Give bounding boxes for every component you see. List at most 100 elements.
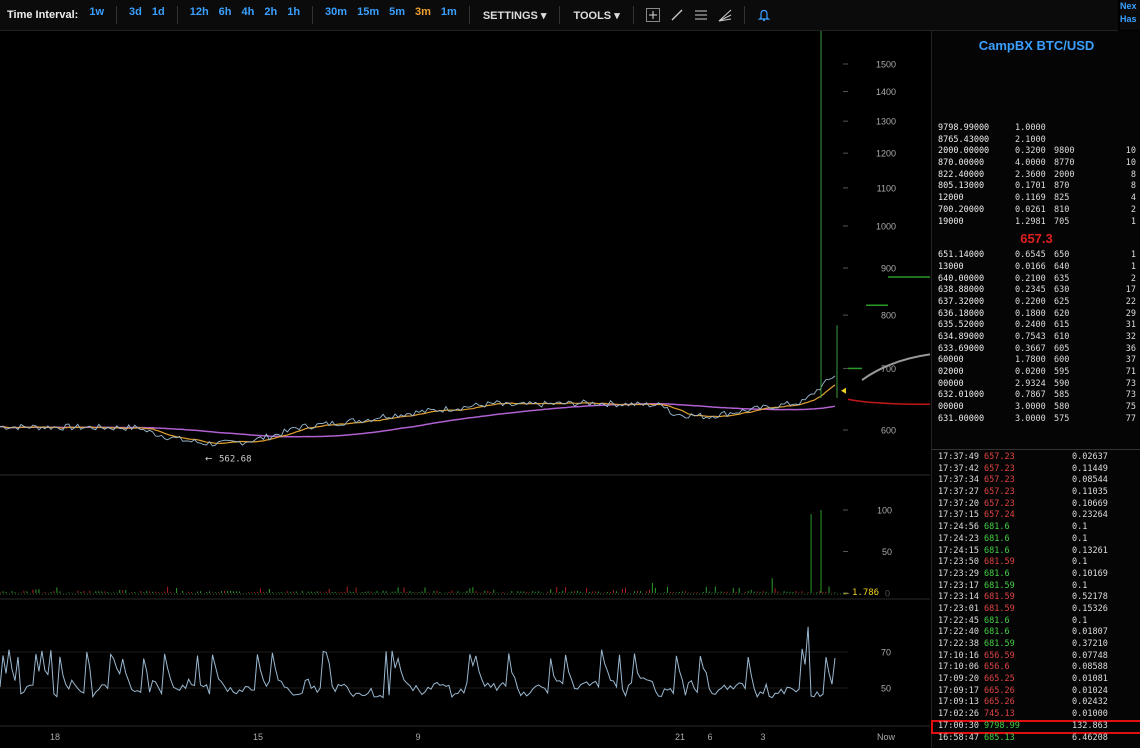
time-axis-label: 15 (253, 732, 263, 742)
settings-menu[interactable]: SETTINGS ▾ (483, 9, 547, 22)
trade-amount: 0.11449 (1072, 463, 1108, 474)
interval-4h[interactable]: 4h (241, 6, 255, 18)
price-tick-label: 800 (881, 311, 896, 321)
horizontal-lines-icon[interactable] (693, 7, 709, 23)
bids-row: 651.14000 0.6545 650 1 (932, 250, 1140, 262)
bids-cell: 77 (1125, 413, 1136, 424)
interval-1h[interactable]: 1h (287, 6, 301, 18)
fan-icon[interactable] (717, 7, 733, 23)
bids-cell: 631.00000 (938, 413, 985, 424)
interval-1m[interactable]: 1m (440, 6, 457, 18)
bids-row: 634.89000 0.7543 610 32 (932, 332, 1140, 344)
interval-1d[interactable]: 1d (151, 6, 165, 18)
trade-amount: 0.02637 (1072, 452, 1108, 462)
asks-cell: 10 (1125, 146, 1136, 157)
asks-cell: 822.40000 (938, 169, 985, 180)
asks-cell: 12000 (938, 193, 964, 204)
asks-row: 2000.00000 0.3200 9800 10 (932, 146, 1140, 158)
bids-cell: 638.88000 (938, 285, 985, 296)
trade-row: 17:37:15 657.24 0.23264 (932, 510, 1140, 522)
interval-6h[interactable]: 6h (218, 6, 232, 18)
trade-time: 17:23:29 (938, 568, 979, 579)
asks-cell: 700.20000 (938, 204, 985, 215)
asks-cell: 2.1000 (1015, 134, 1046, 145)
interval-3m[interactable]: 3m (415, 6, 431, 18)
trade-time: 16:58:47 (938, 732, 979, 743)
trade-time: 17:23:17 (938, 580, 979, 591)
interval-3d[interactable]: 3d (129, 6, 142, 18)
asks-cell: 0.3200 (1015, 146, 1046, 157)
interval-1w[interactable]: 1w (89, 6, 105, 18)
price-tick-label: 1300 (876, 117, 896, 127)
bids-cell: 0.1800 (1015, 308, 1046, 319)
bids-cell: 13000 (938, 261, 964, 272)
volume-annotation: 1.786 (852, 588, 879, 598)
toolbar-divider (743, 6, 745, 24)
bids-cell: 73 (1125, 390, 1136, 401)
bids-cell: 37 (1125, 355, 1136, 366)
trade-time: 17:10:16 (938, 650, 979, 661)
trade-price: 681.6 (984, 627, 1010, 638)
bids-cell: 71 (1125, 367, 1136, 378)
asks-cell: 0.1169 (1015, 193, 1046, 204)
bell-icon[interactable] (756, 7, 772, 23)
bids-cell: 0.2100 (1015, 273, 1046, 284)
asks-cell: 10 (1125, 158, 1136, 169)
bids-row: 640.00000 0.2100 635 2 (932, 274, 1140, 286)
asks-cell: 8 (1130, 169, 1136, 180)
volume-tick-label: 100 (877, 506, 892, 516)
bids-cell: 0.3667 (1015, 343, 1046, 354)
interval-5m[interactable]: 5m (389, 6, 406, 18)
trade-row: 17:09:13 665.26 0.02432 (932, 697, 1140, 709)
trade-row: 17:37:34 657.23 0.08544 (932, 475, 1140, 487)
bids-cell: 2.9324 (1015, 378, 1046, 389)
price-chart[interactable]: 1500140013001200110010009008007006001005… (0, 31, 930, 748)
toolbar-divider (468, 6, 470, 24)
asks-cell: 4 (1130, 193, 1136, 204)
crosshair-icon[interactable] (645, 7, 661, 23)
interval-2h[interactable]: 2h (264, 6, 278, 18)
line-icon[interactable] (669, 7, 685, 23)
trade-time: 17:24:23 (938, 533, 979, 544)
bid-book: 651.14000 0.6545 650 1 13000 0.0166 640 1 640.00… (932, 250, 1140, 425)
time-interval-label: Time Interval: (7, 9, 79, 21)
bids-cell: 600 (1054, 355, 1070, 366)
asks-cell: 19000 (938, 216, 964, 227)
bids-cell: 625 (1054, 296, 1070, 307)
bids-cell: 0.7867 (1015, 390, 1046, 401)
trade-history: 17:37:49 657.23 0.02637 17:37:42 657.23 0.114… (931, 449, 1140, 744)
bids-cell: 3.0000 (1015, 402, 1046, 413)
trade-row: 17:23:29 681.6 0.10169 (932, 569, 1140, 581)
trade-row: 17:09:20 665.25 0.01081 (932, 674, 1140, 686)
trade-time: 17:00:30 (938, 720, 979, 731)
bids-row: 635.52000 0.2400 615 31 (932, 320, 1140, 332)
market-title: CampBX BTC/USD (978, 38, 1095, 53)
time-axis-label: 6 (707, 732, 712, 742)
trade-price: 681.59 (984, 639, 1015, 649)
interval-30m[interactable]: 30m (325, 6, 348, 18)
last-price-marker (841, 387, 846, 394)
corner-menu[interactable]: Nex Has (1120, 0, 1140, 30)
trade-amount: 132.863 (1072, 720, 1108, 731)
trade-price: 657.23 (984, 498, 1015, 509)
bids-row: 637.32000 0.2200 625 22 (932, 297, 1140, 309)
bids-cell: 02000 (938, 367, 964, 378)
bids-row: 13000 0.0166 640 1 (932, 262, 1140, 274)
bids-row: 02000 0.0200 595 71 (932, 367, 1140, 379)
interval-12h[interactable]: 12h (189, 6, 209, 18)
corner-text-1: Nex (1120, 1, 1137, 11)
asks-cell: 9800 (1054, 146, 1075, 157)
asks-cell: 810 (1054, 204, 1070, 215)
trade-row: 17:10:16 656.59 0.07748 (932, 651, 1140, 663)
trade-time: 17:24:56 (938, 522, 979, 533)
trade-row: 17:24:23 681.6 0.1 (932, 534, 1140, 546)
market-panel: CampBX BTC/USD 9798.99000 1.0000 8765.4300… (931, 31, 1140, 748)
trade-amount: 0.02432 (1072, 697, 1108, 708)
trade-time: 17:37:42 (938, 463, 979, 474)
trade-amount: 0.08544 (1072, 475, 1108, 486)
trade-amount: 0.52178 (1072, 592, 1108, 603)
asks-row: 822.40000 2.3600 2000 8 (932, 170, 1140, 182)
tools-menu[interactable]: TOOLS ▾ (573, 9, 619, 22)
asks-cell: 1 (1130, 216, 1136, 227)
interval-15m[interactable]: 15m (357, 6, 380, 18)
